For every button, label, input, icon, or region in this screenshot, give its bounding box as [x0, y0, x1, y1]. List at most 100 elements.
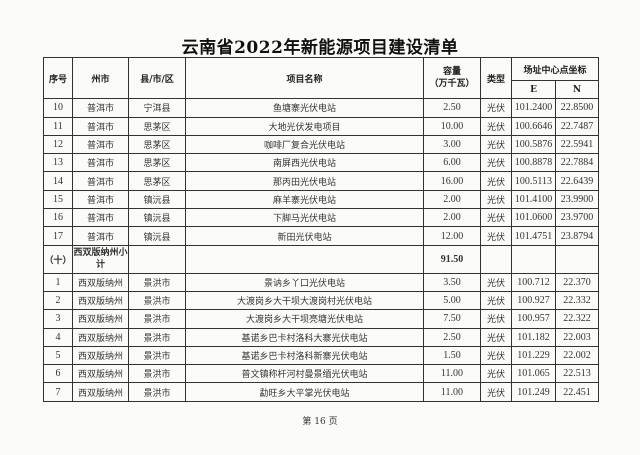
cell-project-name: 大渡岗乡大干坝亮塘光伏电站	[185, 309, 424, 329]
cell-seq: 1	[43, 272, 73, 292]
cell-coord-n: 22.7487	[554, 116, 600, 136]
cell-coord-n: 22.003	[554, 327, 600, 347]
cell-project-name: 麻羊寨光伏电站	[185, 189, 424, 210]
cell-capacity: 3.00	[423, 134, 481, 155]
header-capacity: 容量 （万千瓦）	[423, 56, 481, 100]
cell-seq: 7	[43, 382, 73, 402]
cell-coord-e: 101.249	[511, 382, 556, 402]
header-prefecture: 州市	[72, 56, 129, 100]
cell-capacity: 10.00	[423, 116, 481, 136]
cell-prefecture: 西双版纳州	[72, 345, 129, 366]
cell-coord-n: 22.5941	[554, 134, 600, 155]
cell-coord-n: 23.9700	[554, 208, 600, 228]
page-number: 第 16 页	[302, 417, 338, 427]
cell-coord-n: 22.332	[554, 290, 600, 311]
cell-prefecture: 西双版纳州	[72, 364, 129, 384]
cell-county: 镇沅县	[128, 226, 186, 246]
cell-capacity: 11.00	[423, 382, 481, 402]
cell-capacity: 16.00	[423, 171, 481, 191]
cell-capacity: 12.00	[423, 226, 481, 246]
cell-seq: 17	[43, 226, 73, 246]
cell-capacity: 2.50	[423, 98, 481, 118]
cell-type: 光伏	[480, 364, 512, 384]
cell-project-name: 咖啡厂复合光伏电站	[185, 134, 424, 155]
cell-seq: 5	[43, 345, 73, 366]
cell-seq: 13	[43, 153, 73, 173]
cell-seq: 3	[43, 309, 73, 329]
cell-seq: 4	[43, 327, 73, 347]
cell-capacity: 1.50	[423, 345, 481, 366]
cell-county: 景洪市	[128, 345, 186, 366]
cell-type: 光伏	[480, 226, 512, 246]
cell-capacity: 2.50	[423, 327, 481, 347]
cell-prefecture: 西双版纳州	[72, 327, 129, 347]
table-row: 14 普洱市 思茅区 那丙田光伏电站 16.00 光伏 100.5113 22.6439	[43, 171, 600, 191]
cell-project-name: 基诺乡巴卡村洛科新寨光伏电站	[185, 345, 424, 366]
table-row: 15 普洱市 镇沅县 麻羊寨光伏电站 2.00 光伏 101.4100 23.9900	[43, 189, 600, 210]
cell-project-name: 那丙田光伏电站	[185, 171, 424, 191]
empty-cell	[480, 244, 512, 274]
cell-seq: 6	[43, 364, 73, 384]
subtotal-capacity: 91.50	[423, 244, 481, 274]
cell-prefecture: 普洱市	[72, 116, 129, 136]
cell-coord-n: 22.451	[554, 382, 600, 402]
cell-coord-n: 22.7884	[554, 153, 600, 173]
cell-coord-e: 101.4100	[511, 189, 556, 210]
cell-coord-n: 23.8794	[554, 226, 600, 246]
cell-prefecture: 西双版纳州	[72, 272, 129, 292]
table-row: 16 普洱市 镇沅县 下脚马光伏电站 2.00 光伏 101.0600 23.9700	[43, 208, 600, 228]
cell-prefecture: 普洱市	[72, 134, 129, 155]
table-row: 3 西双版纳州 景洪市 大渡岗乡大干坝亮塘光伏电站 7.50 光伏 100.957 22.32…	[43, 309, 600, 329]
cell-seq: 15	[43, 189, 73, 210]
subtotal-label: 西双版纳州小计	[72, 244, 129, 274]
header-capacity-line1: 容量	[442, 67, 461, 78]
cell-prefecture: 普洱市	[72, 208, 129, 228]
cell-project-name: 下脚马光伏电站	[185, 208, 424, 228]
cell-coord-e: 101.182	[511, 327, 556, 347]
cell-coord-n: 22.370	[554, 272, 600, 292]
cell-seq: 10	[43, 98, 73, 118]
cell-type: 光伏	[480, 189, 512, 210]
empty-cell	[128, 244, 186, 274]
cell-project-name: 大渡岗乡大干坝大渡岗村光伏电站	[185, 290, 424, 311]
header-n: N	[554, 79, 600, 100]
cell-coord-n: 22.322	[554, 309, 600, 329]
cell-county: 思茅区	[128, 153, 186, 173]
cell-capacity: 6.00	[423, 153, 481, 173]
table-row: 1 西双版纳州 景洪市 景讷乡丫口光伏电站 3.50 光伏 100.712 22.370	[43, 272, 600, 292]
document-title: 云南省2022年新能源项目建设清单	[181, 38, 459, 58]
cell-type: 光伏	[480, 171, 512, 191]
cell-project-name: 普文镇称杆河村曼景缅光伏电站	[185, 364, 424, 384]
cell-project-name: 景讷乡丫口光伏电站	[185, 272, 424, 292]
cell-prefecture: 西双版纳州	[72, 290, 129, 311]
header-county: 县/市/区	[128, 56, 186, 100]
cell-seq: 16	[43, 208, 73, 228]
table-row: 5 西双版纳州 景洪市 基诺乡巴卡村洛科新寨光伏电站 1.50 光伏 101.229 22.0…	[43, 345, 600, 366]
table-row: 17 普洱市 镇沅县 新田光伏电站 12.00 光伏 101.4751 23.8794	[43, 226, 600, 246]
cell-coord-e: 100.712	[511, 272, 556, 292]
cell-project-name: 新田光伏电站	[185, 226, 424, 246]
cell-type: 光伏	[480, 208, 512, 228]
table-row: 6 西双版纳州 景洪市 普文镇称杆河村曼景缅光伏电站 11.00 光伏 101.065 22.…	[43, 364, 600, 384]
cell-capacity: 3.50	[423, 272, 481, 292]
cell-coord-e: 100.957	[511, 309, 556, 329]
cell-county: 镇沅县	[128, 189, 186, 210]
table-row: 7 西双版纳州 景洪市 勐旺乡大平掌光伏电站 11.00 光伏 101.249 22.451	[43, 382, 600, 402]
cell-type: 光伏	[480, 272, 512, 292]
cell-type: 光伏	[480, 290, 512, 311]
cell-county: 镇沅县	[128, 208, 186, 228]
cell-coord-e: 100.927	[511, 290, 556, 311]
cell-prefecture: 普洱市	[72, 189, 129, 210]
cell-coord-n: 23.9900	[554, 189, 600, 210]
cell-capacity: 5.00	[423, 290, 481, 311]
header-type: 类型	[480, 56, 512, 100]
cell-type: 光伏	[480, 345, 512, 366]
cell-type: 光伏	[480, 382, 512, 402]
cell-coord-e: 101.0600	[511, 208, 556, 228]
cell-coord-e: 101.065	[511, 364, 556, 384]
cell-type: 光伏	[480, 134, 512, 155]
cell-county: 景洪市	[128, 272, 186, 292]
empty-cell	[511, 244, 556, 274]
header-name: 项目名称	[185, 56, 424, 100]
table-row: 12 普洱市 思茅区 咖啡厂复合光伏电站 3.00 光伏 100.5876 22.5941	[43, 134, 600, 155]
